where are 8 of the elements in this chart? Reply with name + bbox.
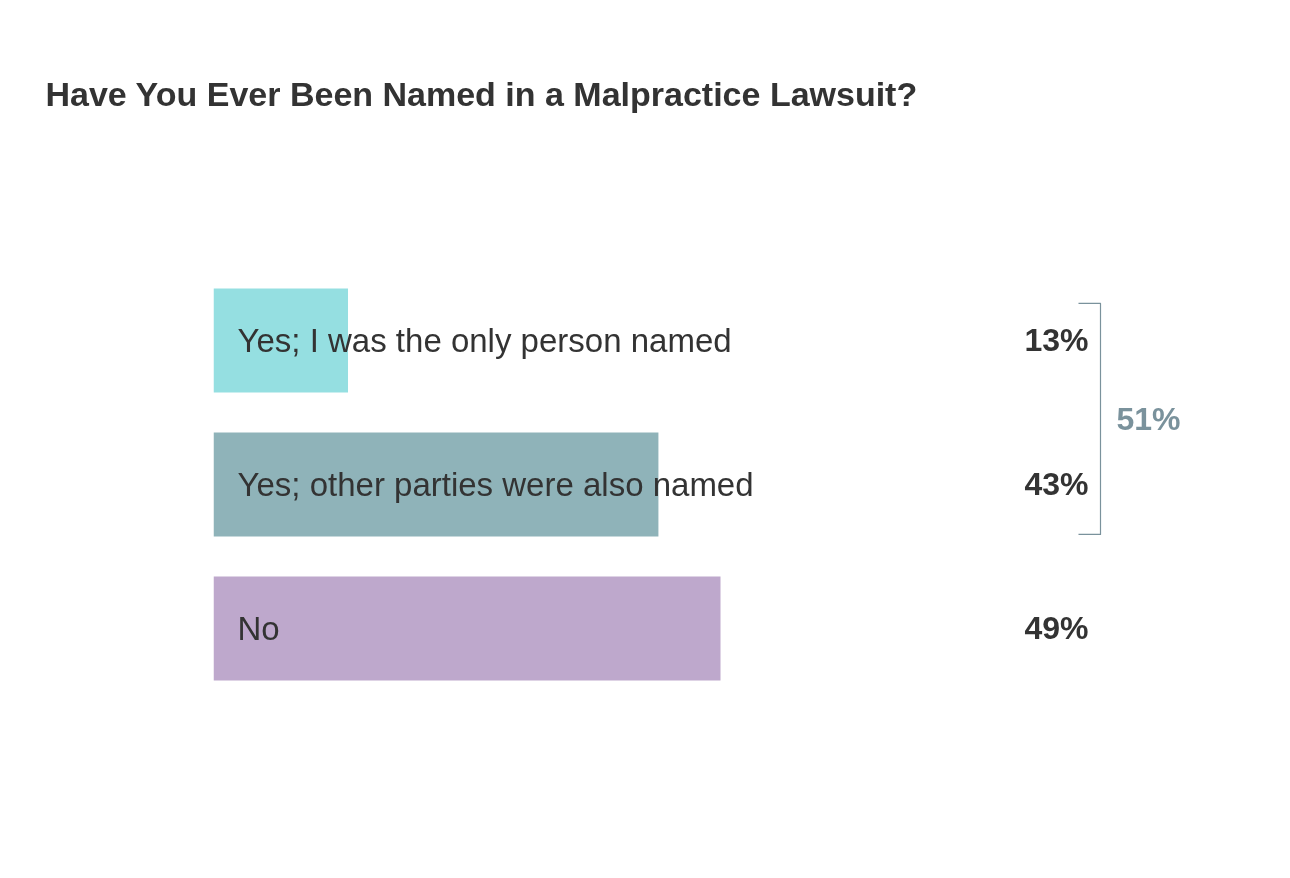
data-label: 49% [1024,610,1089,647]
data-label: 43% [1024,466,1089,503]
data-label: 13% [1024,322,1089,359]
y-tick-label: No [237,609,280,647]
chart-title: Have You Ever Been Named in a Malpractice Lawsuit? [45,75,918,113]
y-tick-label: Yes; I was the only person named [237,321,732,359]
y-tick-label: Yes; other parties were also named [237,465,754,503]
text: 51% [1116,400,1181,437]
